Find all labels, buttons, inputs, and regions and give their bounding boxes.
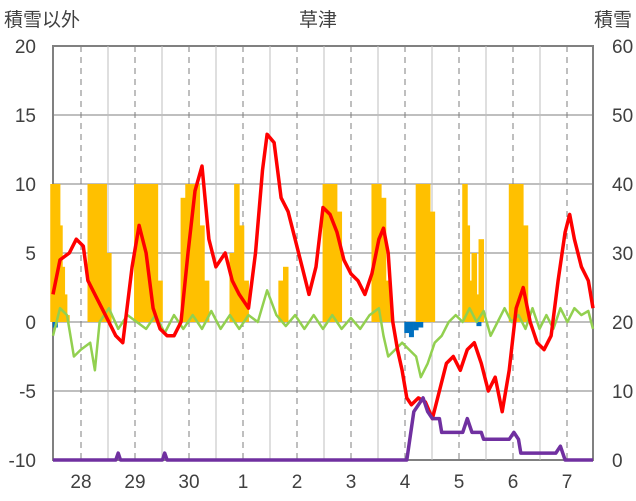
bar-series <box>50 184 529 338</box>
right-tick-label: 50 <box>612 106 633 127</box>
sunshine-bar <box>336 211 343 322</box>
right-tick-label: 10 <box>612 382 633 403</box>
sunshine-bar <box>199 225 205 322</box>
x-tick-label: 28 <box>70 472 91 493</box>
right-axis-label: 積雪 <box>594 9 632 31</box>
sunshine-bar <box>238 225 245 322</box>
sunshine-bar <box>464 225 471 322</box>
x-tick-label: 4 <box>400 472 411 493</box>
sunshine-bar <box>385 280 391 322</box>
snow-depth-line <box>53 396 593 462</box>
sunshine-bar <box>380 197 387 322</box>
left-tick-label: 5 <box>25 244 36 265</box>
precipitation-bar <box>476 322 482 327</box>
gridlines <box>53 46 593 460</box>
sunshine-bar <box>371 184 377 322</box>
sunshine-bar <box>243 280 249 322</box>
sunshine-bar <box>322 184 329 322</box>
right-tick-label: 40 <box>612 175 633 196</box>
sunshine-bar <box>420 184 426 322</box>
left-tick-label: -5 <box>19 382 36 403</box>
x-tick-label: 5 <box>454 472 465 493</box>
sunshine-bar <box>138 184 145 322</box>
sunshine-bar <box>478 239 485 322</box>
sunshine-bar <box>518 184 524 322</box>
sunshine-bar <box>415 184 422 322</box>
left-axis-ticks: 20 15 10 5 0 -5 -10 <box>9 37 36 472</box>
temperature-line <box>51 132 595 421</box>
sunshine-bar <box>429 211 436 322</box>
x-tick-label: 3 <box>346 472 357 493</box>
sunshine-bar <box>283 266 289 322</box>
sunshine-bar <box>522 225 529 322</box>
line-series <box>51 132 595 462</box>
chart-title: 草津 <box>299 9 337 31</box>
sunshine-bar <box>203 280 210 322</box>
x-tick-label: 7 <box>562 472 573 493</box>
sunshine-bar <box>189 184 196 322</box>
left-axis-label: 積雪以外 <box>4 9 80 31</box>
sunshine-bar <box>96 184 103 322</box>
precipitation-bar <box>413 322 419 331</box>
sunshine-bar <box>471 253 478 322</box>
sunshine-bar <box>278 280 284 322</box>
right-tick-label: 0 <box>612 451 623 472</box>
x-tick-label: 6 <box>508 472 519 493</box>
x-tick-label: 30 <box>178 472 199 493</box>
sunshine-bar <box>194 184 201 322</box>
sunshine-bar <box>513 184 519 322</box>
right-tick-label: 20 <box>612 313 633 334</box>
precipitation-bar <box>408 322 414 338</box>
sunshine-bar <box>92 184 98 322</box>
sunshine-bar <box>101 184 107 322</box>
sunshine-bar <box>327 184 333 322</box>
right-tick-label: 30 <box>612 244 633 265</box>
left-tick-label: 15 <box>15 106 36 127</box>
sunshine-bar <box>106 253 112 322</box>
sunshine-bar <box>331 184 338 322</box>
x-tick-label: 1 <box>238 472 249 493</box>
sunshine-bar <box>376 184 382 322</box>
right-axis-ticks: 60 50 40 30 20 10 0 <box>612 37 633 472</box>
sunshine-bar <box>234 184 240 322</box>
sunshine-bar <box>148 184 154 322</box>
precipitation-bar <box>404 322 410 334</box>
precipitation-bar <box>418 322 424 328</box>
sunshine-bar <box>157 280 163 322</box>
sunshine-bar <box>180 197 187 322</box>
sunshine-bar <box>134 184 140 322</box>
sunshine-bar <box>61 294 68 322</box>
left-tick-label: 20 <box>15 37 36 58</box>
sunshine-bar <box>229 253 235 322</box>
x-axis-ticks: 28 29 30 1 2 3 4 5 6 7 <box>70 472 572 493</box>
x-tick-label: 29 <box>124 472 145 493</box>
left-tick-label: 10 <box>15 175 36 196</box>
sunshine-bar <box>87 184 93 322</box>
left-tick-label: 0 <box>25 313 36 334</box>
x-tick-label: 2 <box>292 472 303 493</box>
sunshine-bar <box>152 184 159 322</box>
sunshine-bar <box>424 184 431 322</box>
sunshine-bar <box>508 184 515 322</box>
right-tick-label: 60 <box>612 37 633 58</box>
left-tick-label: -10 <box>9 451 36 472</box>
